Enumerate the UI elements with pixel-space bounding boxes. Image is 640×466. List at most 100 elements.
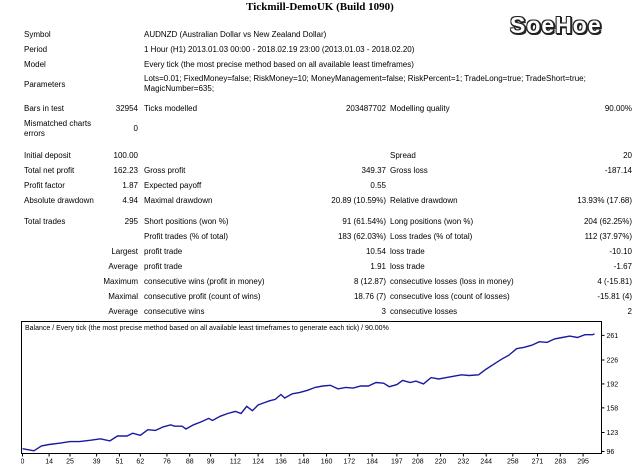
abs-drawdown-value: 4.94 [122, 196, 138, 205]
x-tick-label: 99 [207, 459, 215, 466]
average-loss-value: -1.67 [613, 262, 632, 271]
average-profit-value: 1.91 [370, 262, 386, 271]
model-value: Every tick (the most precise method base… [144, 60, 414, 69]
parameters-label: Parameters [24, 80, 66, 89]
maximal-profit-value: 18.76 (7) [353, 292, 386, 301]
x-tick-label: 148 [298, 459, 310, 466]
chart-title: Balance / Every tick (the most precise m… [25, 325, 389, 332]
model-label: Model [24, 60, 46, 69]
short-positions-label: Short positions (won %) [144, 217, 229, 226]
watermark-logo: SoeHoe [510, 12, 602, 38]
plot-frame [21, 321, 602, 454]
gross-loss-label: Gross loss [390, 166, 428, 175]
quality-label: Modelling quality [390, 104, 450, 113]
balance-series-line [22, 333, 595, 452]
short-positions-value: 91 (61.54%) [342, 217, 386, 226]
maximal-loss-label: consecutive loss (count of losses) [390, 292, 510, 301]
largest-loss-label: loss trade [390, 247, 425, 256]
x-tick-label: 112 [230, 459, 241, 466]
y-tick-label: 192 [607, 381, 619, 388]
avg-cons-losses-value: 2 [627, 307, 632, 316]
mismatch-label-2: errors [24, 129, 45, 138]
report-title: Tickmill-DemoUK (Build 1090) [246, 1, 394, 13]
gross-profit-value: 349.37 [361, 166, 386, 175]
y-tick-label: 261 [607, 333, 619, 340]
x-tick-label: 14 [45, 459, 53, 466]
period-value: 1 Hour (H1) 2013.01.03 00:00 - 2018.02.1… [144, 45, 415, 54]
largest-profit-value: 10.54 [365, 247, 386, 256]
x-tick-label: 0 [21, 459, 25, 466]
y-tick-label: 123 [607, 430, 619, 437]
ticks-value: 203487702 [345, 104, 386, 113]
rel-drawdown-label: Relative drawdown [390, 196, 458, 205]
x-tick-label: 172 [344, 459, 356, 466]
average-profit-label: profit trade [144, 262, 183, 271]
profit-factor-label: Profit factor [24, 181, 65, 190]
y-tick-label: 226 [607, 357, 619, 364]
spread-label: Spread [390, 151, 416, 160]
long-positions-value: 204 (62.25%) [583, 217, 632, 226]
max-cons-wins-label: consecutive wins (profit in money) [144, 277, 265, 286]
x-tick-label: 232 [458, 459, 470, 466]
balance-chart-svg: Balance / Every tick (the most precise m… [21, 321, 619, 466]
mismatch-value: 0 [133, 124, 138, 133]
period-label: Period [24, 45, 48, 54]
mismatch-label-1: Mismatched charts [24, 119, 92, 128]
profit-trades-value: 183 (62.03%) [337, 232, 386, 241]
ticks-label: Ticks modelled [144, 104, 198, 113]
y-tick-label: 158 [607, 405, 619, 412]
deposit-value: 100.00 [113, 151, 138, 160]
maximal-loss-value: -15.81 (4) [597, 292, 632, 301]
gross-loss-value: -187.14 [604, 166, 632, 175]
x-tick-label: 25 [66, 459, 74, 466]
profit-factor-value: 1.87 [122, 181, 138, 190]
bars-value: 32954 [115, 104, 138, 113]
x-tick-label: 62 [136, 459, 144, 466]
max-cons-losses-value: 4 (-15.81) [597, 277, 632, 286]
x-tick-label: 136 [275, 459, 287, 466]
net-profit-value: 162.23 [113, 166, 138, 175]
x-tick-label: 271 [532, 459, 544, 466]
deposit-label: Initial deposit [24, 151, 71, 160]
payoff-label: Expected payoff [144, 181, 202, 190]
average-loss-label: loss trade [390, 262, 425, 271]
max-cons-wins-value: 8 (12.87) [353, 277, 386, 286]
y-tick-label: 96 [607, 449, 615, 456]
largest-profit-label: profit trade [144, 247, 183, 256]
avg-cons-wins-label: consecutive wins [144, 307, 205, 316]
profit-trades-label: Profit trades (% of total) [144, 232, 229, 241]
average-consecutive-label: Average [108, 307, 138, 316]
parameters-value-line1: Lots=0.01; FixedMoney=false; RiskMoney=1… [144, 74, 586, 83]
loss-trades-label: Loss trades (% of total) [390, 232, 473, 241]
max-drawdown-label: Maximal drawdown [144, 196, 213, 205]
payoff-value: 0.55 [370, 181, 386, 190]
x-tick-label: 124 [252, 459, 264, 466]
rel-drawdown-value: 13.93% (17.68) [577, 196, 632, 205]
gross-profit-label: Gross profit [144, 166, 186, 175]
avg-cons-wins-value: 3 [381, 307, 386, 316]
balance-chart: Balance / Every tick (the most precise m… [21, 321, 640, 466]
total-trades-value: 295 [124, 217, 138, 226]
long-positions-label: Long positions (won %) [390, 217, 474, 226]
largest-label: Largest [111, 247, 138, 256]
avg-cons-losses-label: consecutive losses [390, 307, 458, 316]
x-tick-label: 197 [391, 459, 403, 466]
x-tick-label: 160 [321, 459, 333, 466]
loss-trades-value: 112 (37.97%) [584, 232, 632, 241]
symbol-label: Symbol [24, 30, 51, 39]
x-tick-label: 51 [116, 459, 124, 466]
average-label: Average [108, 262, 138, 271]
x-tick-label: 184 [366, 459, 378, 466]
x-tick-label: 295 [577, 459, 589, 466]
max-cons-losses-label: consecutive losses (loss in money) [390, 277, 514, 286]
net-profit-label: Total net profit [24, 166, 75, 175]
x-tick-label: 244 [480, 459, 492, 466]
x-tick-label: 208 [412, 459, 424, 466]
x-tick-label: 39 [93, 459, 101, 466]
total-trades-label: Total trades [24, 217, 66, 226]
x-tick-label: 283 [554, 459, 566, 466]
spread-value: 20 [623, 151, 632, 160]
x-tick-label: 76 [163, 459, 171, 466]
x-tick-label: 258 [507, 459, 519, 466]
maximal-profit-label: consecutive profit (count of wins) [144, 292, 261, 301]
